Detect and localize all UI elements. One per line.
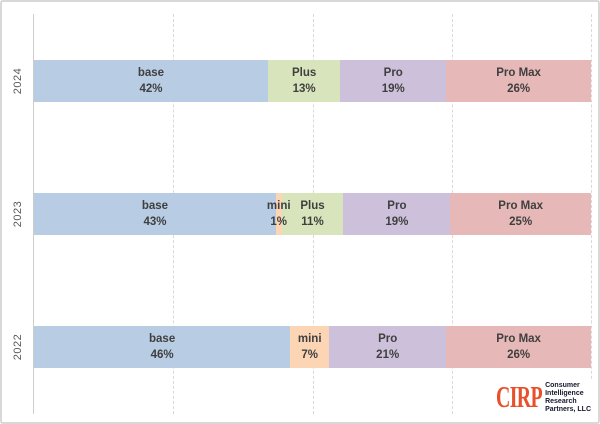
bar-segment-label: Pro Max 25% [498, 199, 544, 228]
bar-segment-base: base 43% [34, 192, 276, 235]
chart-row-2024: 2024 base 42% Plus 13% Pro 19% Pro Max 26% [12, 14, 591, 147]
cirp-tagline-line: Research [545, 397, 577, 405]
cirp-logo: CIRP Consumer Intelligence Research Part… [493, 380, 592, 415]
bar-segment-pro-max: Pro Max 25% [450, 192, 591, 235]
cirp-tagline-line: Consumer [545, 381, 580, 389]
bar-segment-plus: Plus 11% [281, 192, 344, 235]
stacked-bar-2023: base 43% mini 1% Plus 11% Pro 19% Pro Max 25… [34, 192, 591, 235]
bar-segment-base: base 42% [34, 59, 268, 102]
year-axis-label-text: 2024 [11, 67, 24, 94]
bar-segment-label: Pro Max 26% [496, 66, 541, 95]
bar-segment-label: base 46% [149, 333, 176, 362]
year-axis-label: 2024 [3, 14, 33, 147]
bar-segment-pro: Pro 19% [340, 59, 447, 102]
bar-segment-label: mini 7% [297, 333, 322, 362]
bar-segment-pro: Pro 19% [343, 192, 451, 235]
year-axis-label-text: 2022 [11, 334, 24, 361]
bar-segment-label: Pro Max 26% [496, 333, 541, 362]
bar-segment-label: base 43% [141, 199, 169, 228]
bar-segment-pro-max: Pro Max 26% [446, 326, 591, 369]
stacked-bar-2022: base 46% mini 7% Pro 21% Pro Max 26% [34, 326, 591, 369]
bar-segment-pro: Pro 21% [329, 326, 447, 369]
cirp-tagline-line: Intelligence [545, 389, 584, 397]
cirp-wordmark-wrap: CIRP [496, 379, 543, 414]
cirp-wordmark: CIRP [496, 379, 543, 414]
year-axis-label-text: 2023 [11, 200, 24, 228]
bar-segment-label: Plus 13% [291, 66, 317, 95]
cirp-tagline: Consumer Intelligence Research Partners,… [545, 382, 591, 414]
bar-segment-mini: mini 7% [290, 326, 330, 369]
bar-segment-label: Plus 11% [300, 199, 325, 228]
bar-segment-plus: Plus 13% [267, 59, 341, 102]
bar-segment-mini: mini 1% [267, 192, 291, 235]
chart-row-2023: 2023 base 43% mini 1% Plus 11% Pro 19% Pro Ma… [12, 147, 591, 280]
bar-segment-label: Pro 21% [376, 333, 400, 362]
year-axis-label: 2023 [3, 147, 33, 280]
gridline-100pct [591, 14, 592, 414]
bar-segment-label: base 42% [137, 66, 165, 95]
bar-segment-label: mini 1% [266, 199, 291, 228]
bar-segment-pro-max: Pro Max 26% [446, 59, 591, 102]
stacked-bar-2024: base 42% Plus 13% Pro 19% Pro Max 26% [34, 59, 591, 102]
plot-area: 2024 base 42% Plus 13% Pro 19% Pro Max 26% 20… [12, 14, 592, 414]
chart-row-2022: 2022 base 46% mini 7% Pro 21% Pro Max 26% [12, 281, 591, 414]
cirp-tagline-line: Partners, LLC [545, 405, 591, 413]
bar-segment-label: Pro 19% [385, 199, 409, 228]
year-axis-label: 2022 [3, 281, 33, 414]
bar-segment-label: Pro 19% [381, 66, 405, 95]
bar-segment-base: base 46% [34, 326, 291, 369]
